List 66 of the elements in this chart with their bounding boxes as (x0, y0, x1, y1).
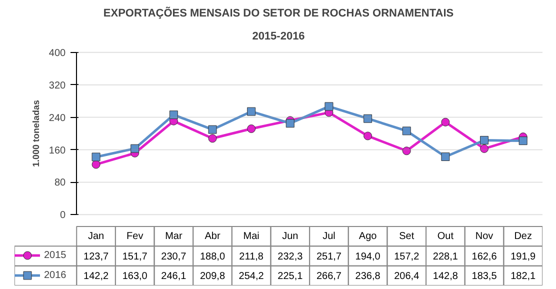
point (518, 136, 528, 146)
x-tick-label: Dez (514, 230, 532, 242)
point (92, 160, 100, 169)
x-tick-label: Jan (88, 230, 104, 242)
x-tick-label: Mai (243, 230, 260, 242)
data-label: 157,2 (394, 251, 420, 262)
data-label: 163,0 (122, 271, 148, 282)
data-label: 151,7 (122, 251, 148, 262)
data-label: 194,0 (355, 251, 381, 262)
data-label: 228,1 (432, 251, 458, 262)
data-label: 142,2 (84, 271, 109, 282)
x-tick-label: Set (399, 230, 414, 242)
legend-label: 2015 (44, 248, 66, 262)
point (208, 134, 217, 143)
point (92, 152, 100, 162)
point (480, 136, 489, 144)
x-tick-label: Mar (165, 230, 183, 242)
data-label: 182,1 (510, 271, 536, 282)
x-tick-label: Nov (475, 230, 494, 242)
x-tick-label: Abr (204, 230, 221, 242)
point (247, 124, 256, 133)
data-label: 188,0 (200, 251, 226, 262)
y-axis-title: 1.000 toneladas (30, 100, 41, 168)
x-tick-label: Out (437, 230, 454, 242)
data-label: 123,7 (84, 251, 109, 262)
y-tick-label: 240 (48, 112, 66, 124)
data-label: 266,7 (316, 271, 342, 282)
x-tick-label: Jul (322, 230, 336, 242)
chart-title: EXPORTAÇÕES MENSAIS DO SETOR DE ROCHAS ORNAMENTAIS (103, 6, 454, 20)
point (169, 110, 178, 120)
point (130, 144, 140, 153)
legend-label: 2016 (44, 268, 66, 282)
data-label: 230,7 (161, 251, 187, 262)
data-label: 209,8 (200, 271, 226, 282)
point (364, 132, 372, 140)
y-tick-label: 160 (48, 145, 66, 156)
point (402, 126, 411, 136)
chart-subtitle: 2015-2016 (252, 30, 305, 42)
data-label: 254,2 (238, 271, 264, 282)
y-tick-label: 400 (48, 48, 66, 59)
data-label: 246,1 (161, 271, 187, 282)
data-label: 236,8 (355, 271, 381, 282)
data-label: 142,8 (432, 271, 458, 282)
data-label: 191,9 (510, 251, 536, 262)
data-label: 211,8 (239, 251, 264, 262)
y-tick-label: 80 (54, 178, 66, 189)
y-tick-label: 0 (60, 210, 66, 222)
point (480, 144, 489, 153)
y-tick-label: 320 (48, 80, 66, 92)
point (286, 119, 294, 128)
data-label: 162,6 (472, 251, 498, 262)
point (441, 152, 450, 161)
point (402, 146, 411, 156)
data-label: 183,5 (472, 271, 498, 282)
x-tick-label: Fev (126, 230, 144, 242)
data-label: 232,3 (278, 251, 304, 262)
point (364, 114, 372, 123)
x-tick-label: Jun (282, 230, 298, 242)
data-label: 251,7 (316, 251, 342, 262)
x-tick-label: Ago (358, 230, 378, 242)
point (247, 107, 256, 116)
point (441, 118, 450, 126)
data-label: 225,1 (278, 271, 304, 282)
data-label: 206,4 (394, 271, 420, 282)
point (208, 125, 217, 134)
point (324, 102, 334, 111)
